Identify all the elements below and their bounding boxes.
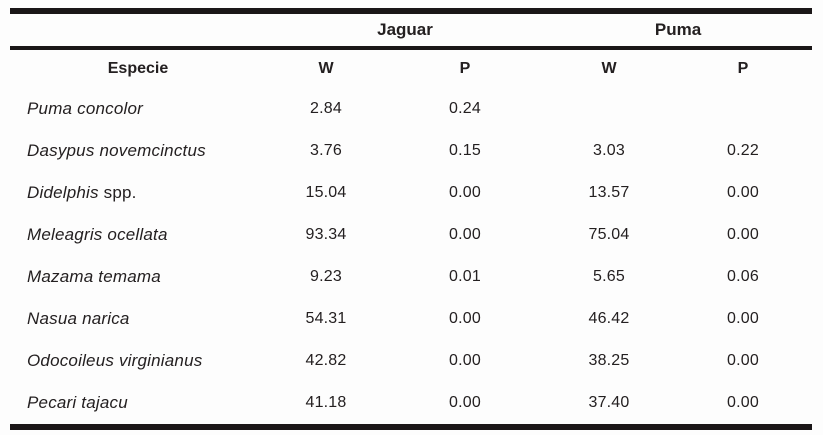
puma-p-value — [674, 88, 812, 130]
jaguar-w-value: 42.82 — [305, 352, 347, 369]
puma-p-value: 0.00 — [727, 394, 759, 411]
puma-w-value: 13.57 — [588, 184, 630, 201]
species-name-cell: Odocoileus virginianus — [10, 340, 266, 382]
species-suffix: spp. — [98, 183, 137, 202]
jaguar-w-value: 93.34 — [305, 226, 347, 243]
puma-w-value: 37.40 — [588, 394, 630, 411]
table-row: Meleagris ocellata 93.34 0.00 75.04 0.00 — [10, 214, 812, 256]
jaguar-w-value: 54.31 — [305, 310, 347, 327]
jaguar-p-value: 0.01 — [449, 268, 481, 285]
puma-p-value: 0.06 — [727, 268, 759, 285]
jaguar-p-value: 0.24 — [449, 100, 481, 117]
species-name-cell: Mazama temama — [10, 256, 266, 298]
puma-p-value: 0.00 — [727, 352, 759, 369]
column-header-puma-p: P — [737, 60, 749, 77]
puma-p-value: 0.00 — [727, 310, 759, 327]
jaguar-p-value: 0.00 — [449, 310, 481, 327]
table-row: Odocoileus virginianus 42.82 0.00 38.25 … — [10, 340, 812, 382]
table-row: Dasypus novemcinctus 3.76 0.15 3.03 0.22 — [10, 130, 812, 172]
species-name: Didelphis — [27, 183, 99, 202]
column-header-jaguar-w: W — [318, 60, 334, 77]
species-name-cell: Dasypus novemcinctus — [10, 130, 266, 172]
table-row: Didelphis spp. 15.04 0.00 13.57 0.00 — [10, 172, 812, 214]
species-name-cell: Pecari tajacu — [10, 382, 266, 427]
species-name-cell: Meleagris ocellata — [10, 214, 266, 256]
puma-w-value: 38.25 — [588, 352, 630, 369]
group-header-puma: Puma — [544, 11, 813, 50]
species-name: Pecari tajacu — [27, 393, 128, 412]
puma-p-value: 0.00 — [727, 226, 759, 243]
puma-w-value: 46.42 — [588, 310, 630, 327]
puma-w-value: 5.65 — [593, 268, 625, 285]
table-row: Pecari tajacu 41.18 0.00 37.40 0.00 — [10, 382, 812, 427]
jaguar-p-value: 0.15 — [449, 142, 481, 159]
jaguar-w-value: 9.23 — [310, 268, 342, 285]
species-name: Mazama temama — [27, 267, 161, 286]
species-name-cell: Puma concolor — [10, 88, 266, 130]
jaguar-p-value: 0.00 — [449, 226, 481, 243]
species-preference-table-container: Jaguar Puma Especie W P W P Puma concolo… — [10, 8, 813, 430]
species-name-cell: Didelphis spp. — [10, 172, 266, 214]
jaguar-w-value: 3.76 — [310, 142, 342, 159]
species-name: Puma concolor — [27, 99, 143, 118]
jaguar-w-value: 2.84 — [310, 100, 342, 117]
puma-p-value: 0.00 — [727, 184, 759, 201]
column-header-row: Especie W P W P — [10, 48, 812, 88]
jaguar-w-value: 15.04 — [305, 184, 347, 201]
species-name: Meleagris ocellata — [27, 225, 168, 244]
jaguar-w-value: 41.18 — [305, 394, 347, 411]
puma-p-value: 0.22 — [727, 142, 759, 159]
table-row: Mazama temama 9.23 0.01 5.65 0.06 — [10, 256, 812, 298]
species-name: Nasua narica — [27, 309, 130, 328]
column-header-especie: Especie — [107, 60, 169, 77]
species-name: Dasypus novemcinctus — [27, 141, 206, 160]
column-header-jaguar-p: P — [459, 60, 471, 77]
species-preference-table: Jaguar Puma Especie W P W P Puma concolo… — [10, 8, 813, 430]
group-header-empty-cell — [10, 11, 266, 50]
species-name: Odocoileus virginianus — [27, 351, 203, 370]
group-header-jaguar: Jaguar — [266, 11, 544, 50]
puma-w-value — [544, 88, 674, 130]
column-header-puma-w: W — [601, 60, 617, 77]
species-name-cell: Nasua narica — [10, 298, 266, 340]
table-row: Puma concolor 2.84 0.24 — [10, 88, 812, 130]
table-row: Nasua narica 54.31 0.00 46.42 0.00 — [10, 298, 812, 340]
jaguar-p-value: 0.00 — [449, 352, 481, 369]
group-header-row: Jaguar Puma — [10, 11, 813, 50]
puma-w-value: 3.03 — [593, 142, 625, 159]
puma-w-value: 75.04 — [588, 226, 630, 243]
jaguar-p-value: 0.00 — [449, 184, 481, 201]
jaguar-p-value: 0.00 — [449, 394, 481, 411]
